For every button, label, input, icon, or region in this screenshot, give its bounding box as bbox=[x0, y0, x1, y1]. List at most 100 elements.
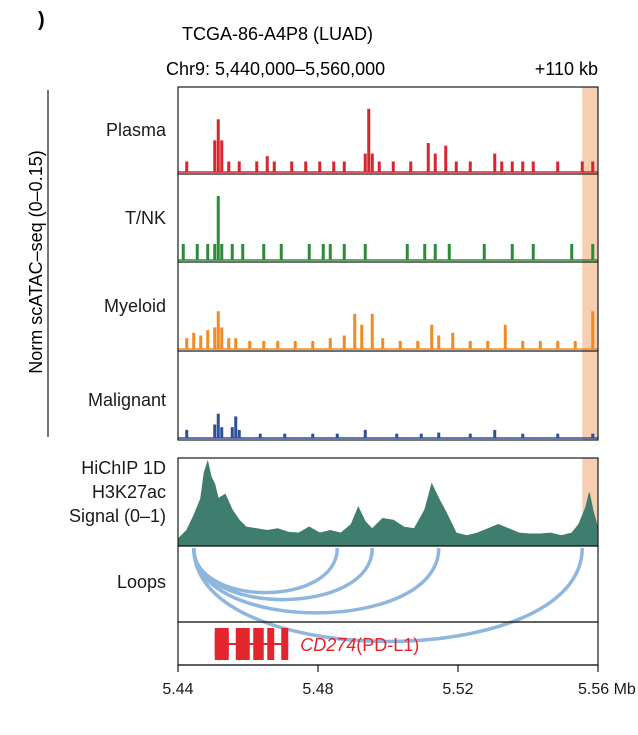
peak-myeloid bbox=[213, 327, 217, 349]
peak-myeloid bbox=[248, 340, 252, 349]
peak-t-nk bbox=[195, 244, 199, 260]
peak-t-nk bbox=[570, 244, 574, 260]
track-plasma bbox=[178, 108, 598, 173]
peak-t-nk bbox=[220, 244, 224, 260]
peak-t-nk bbox=[328, 244, 332, 260]
loops-label: Loops bbox=[117, 572, 166, 592]
x-tick-label: 5.44 bbox=[162, 681, 193, 698]
peak-t-nk bbox=[342, 244, 346, 260]
peak-myeloid bbox=[437, 335, 441, 349]
peak-t-nk bbox=[206, 244, 210, 260]
peak-plasma bbox=[213, 140, 217, 172]
peak-t-nk bbox=[363, 244, 367, 260]
peak-plasma bbox=[272, 161, 276, 172]
peak-plasma bbox=[185, 161, 189, 172]
peak-myeloid bbox=[311, 340, 315, 349]
peak-myeloid bbox=[538, 340, 542, 349]
peak-plasma bbox=[391, 161, 395, 172]
peak-myeloid bbox=[262, 340, 266, 349]
loop-arc bbox=[192, 547, 441, 615]
highlight-band-group bbox=[582, 87, 598, 546]
peak-malignant bbox=[258, 433, 262, 438]
x-axis: 5.44 5.48 5.52 5.56 Mb bbox=[162, 664, 636, 698]
peak-t-nk bbox=[230, 244, 234, 260]
track-myeloid bbox=[178, 311, 598, 350]
peak-myeloid bbox=[328, 338, 332, 349]
peak-plasma bbox=[454, 161, 458, 172]
peak-t-nk bbox=[433, 244, 437, 260]
peak-plasma bbox=[220, 140, 224, 172]
peak-plasma bbox=[265, 156, 269, 172]
peak-myeloid bbox=[220, 327, 224, 349]
peak-myeloid bbox=[360, 324, 364, 349]
gene-track: CD274 (PD-L1) bbox=[214, 628, 419, 660]
peak-plasma bbox=[290, 161, 294, 172]
highlight-band-atac bbox=[582, 87, 598, 440]
peak-t-nk bbox=[241, 244, 245, 260]
peak-plasma bbox=[580, 161, 584, 172]
peak-t-nk bbox=[279, 244, 283, 260]
peak-plasma bbox=[367, 108, 371, 172]
peak-malignant bbox=[234, 416, 238, 438]
peak-myeloid bbox=[276, 340, 280, 349]
peak-plasma bbox=[237, 161, 241, 172]
peak-plasma bbox=[409, 161, 413, 172]
peak-malignant bbox=[237, 429, 241, 438]
track-t-nk bbox=[178, 196, 598, 261]
peak-plasma bbox=[370, 153, 374, 172]
peak-plasma bbox=[318, 161, 322, 172]
peak-malignant bbox=[363, 429, 367, 438]
track-label-plasma: Plasma bbox=[106, 120, 167, 140]
peak-myeloid bbox=[192, 332, 196, 349]
gene-exon bbox=[253, 628, 264, 660]
peak-malignant bbox=[493, 429, 497, 438]
peak-t-nk bbox=[213, 244, 217, 260]
x-tick-label: 5.48 bbox=[302, 681, 333, 698]
peak-malignant bbox=[468, 433, 472, 438]
peak-plasma bbox=[591, 161, 595, 172]
peak-malignant bbox=[521, 433, 525, 438]
peak-plasma bbox=[304, 161, 308, 172]
gene-exon bbox=[235, 628, 250, 660]
gene-exon bbox=[214, 628, 229, 660]
peak-myeloid bbox=[521, 340, 525, 349]
peak-myeloid bbox=[451, 332, 455, 349]
peak-malignant bbox=[395, 433, 399, 438]
peak-plasma bbox=[255, 161, 259, 172]
peak-myeloid bbox=[591, 311, 595, 349]
hichip-label-line: HiChIP 1D bbox=[81, 458, 166, 478]
peak-plasma bbox=[493, 153, 497, 172]
track-frame bbox=[177, 86, 599, 441]
peak-myeloid bbox=[381, 338, 385, 349]
track-label-t-nk: T/NK bbox=[125, 208, 166, 228]
peak-malignant bbox=[437, 432, 441, 438]
peak-malignant bbox=[556, 433, 560, 438]
peak-plasma bbox=[510, 161, 514, 172]
panel-mark: ) bbox=[38, 9, 45, 31]
gene-exon bbox=[281, 628, 289, 660]
peak-malignant bbox=[185, 429, 189, 438]
peak-plasma bbox=[363, 153, 367, 172]
peak-t-nk bbox=[591, 244, 595, 260]
peak-plasma bbox=[216, 119, 220, 172]
peak-myeloid bbox=[342, 335, 346, 349]
loops-track bbox=[192, 547, 584, 644]
peak-t-nk bbox=[262, 244, 266, 260]
peak-malignant bbox=[213, 424, 217, 438]
gene-alias: (PD-L1) bbox=[356, 635, 419, 655]
sample-title: TCGA-86-A4P8 (LUAD) bbox=[182, 24, 373, 44]
track-labels: Plasma T/NK Myeloid Malignant HiChIP 1D H3K27… bbox=[69, 120, 167, 592]
peak-malignant bbox=[591, 433, 595, 438]
peak-malignant bbox=[230, 427, 234, 438]
peak-myeloid bbox=[206, 330, 210, 349]
peak-t-nk bbox=[447, 244, 451, 260]
y-axis-label: Norm scATAC–seq (0–0.15) bbox=[26, 150, 46, 373]
peak-t-nk bbox=[482, 244, 486, 260]
peak-myeloid bbox=[430, 324, 434, 349]
peak-myeloid bbox=[293, 340, 297, 349]
gene-name: CD274 bbox=[300, 635, 356, 655]
peak-myeloid bbox=[503, 324, 507, 349]
peak-plasma bbox=[426, 143, 430, 172]
hichip-label-line: Signal (0–1) bbox=[69, 506, 166, 526]
